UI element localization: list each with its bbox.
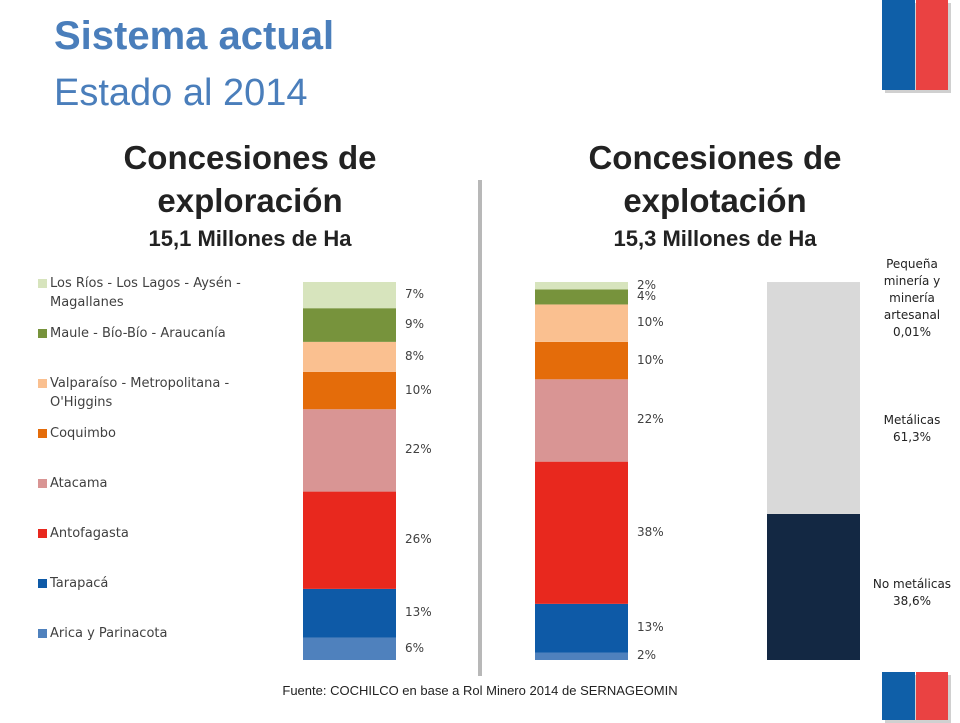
- bar-segment-0-7: [303, 282, 396, 308]
- bar-segment-0-2: [303, 492, 396, 589]
- bar-segment-0-6: [303, 308, 396, 342]
- bar-segment-0-4: [303, 372, 396, 409]
- bar-segment-1-3: [535, 379, 628, 461]
- bar-segment-1-5: [535, 304, 628, 341]
- bar-segment-1-7: [535, 282, 628, 289]
- bar-segment-1-6: [535, 289, 628, 304]
- bar-segment-0-0: [303, 638, 396, 660]
- bar-segment-2-0: [767, 514, 860, 660]
- bar-segment-1-1: [535, 604, 628, 653]
- bar-segment-0-3: [303, 409, 396, 491]
- bar-segment-0-1: [303, 589, 396, 638]
- source-note: Fuente: COCHILCO en base a Rol Minero 20…: [0, 683, 960, 698]
- bar-segment-2-1: [767, 282, 860, 514]
- bar-segment-1-4: [535, 342, 628, 379]
- bar-segment-1-0: [535, 653, 628, 660]
- bar-segment-1-2: [535, 462, 628, 604]
- bar-segment-0-5: [303, 342, 396, 372]
